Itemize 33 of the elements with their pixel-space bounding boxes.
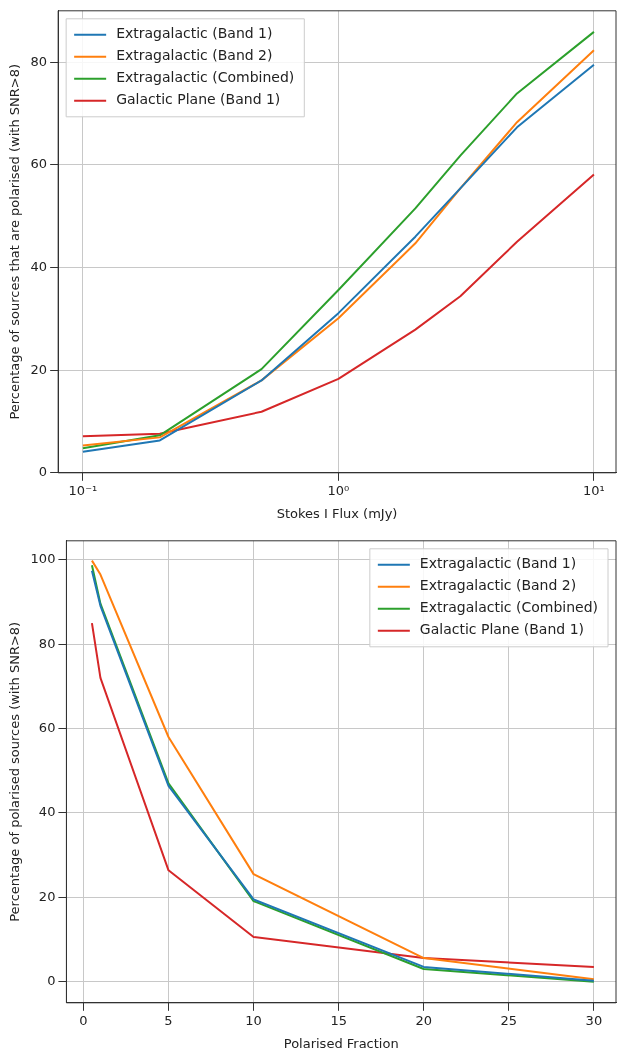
y-tick-label: 60 [30, 156, 48, 172]
y-tick-label: 80 [30, 53, 48, 69]
y-tick-label: 60 [38, 719, 56, 735]
x-tick-label: 20 [415, 1012, 432, 1028]
legend-label: Extragalactic (Band 1) [116, 25, 273, 42]
x-tick-label: 0 [79, 1012, 88, 1028]
y-tick-label: 0 [38, 464, 48, 480]
x-tick-label: 10 [245, 1012, 262, 1028]
legend-label: Extragalactic (Band 2) [419, 577, 577, 594]
y-axis-title: Percentage of sources that are polarised (with SNR>8) [7, 63, 23, 420]
x-tick-label: 30 [585, 1012, 603, 1028]
y-tick-label: 100 [30, 551, 56, 567]
x-tick-label: 10⁻¹ [68, 482, 98, 498]
x-tick-label: 25 [500, 1012, 518, 1028]
legend-label: Extragalactic (Combined) [116, 69, 295, 86]
legend-label: Galactic Plane (Band 1) [419, 621, 585, 638]
y-axis-title: Percentage of polarised sources (with SNR>8) [7, 621, 23, 922]
legend-label: Extragalactic (Band 1) [419, 555, 577, 572]
legend-label: Extragalactic (Band 2) [116, 47, 273, 64]
x-axis-title: Polarised Fraction [283, 1035, 399, 1051]
legend-label: Extragalactic (Combined) [419, 599, 599, 616]
x-axis-title: Stokes I Flux (mJy) [276, 505, 398, 521]
y-tick-label: 80 [38, 635, 56, 651]
y-tick-label: 40 [38, 804, 56, 820]
y-tick-label: 20 [38, 888, 56, 904]
y-tick-label: 0 [47, 973, 56, 989]
x-tick-label: 15 [330, 1012, 347, 1028]
legend-label: Galactic Plane (Band 1) [116, 91, 281, 108]
y-tick-label: 20 [30, 361, 48, 377]
y-tick-label: 40 [30, 258, 48, 274]
x-tick-label: 10⁰ [327, 482, 350, 498]
x-tick-label: 10¹ [583, 482, 605, 498]
x-tick-label: 5 [164, 1012, 173, 1028]
